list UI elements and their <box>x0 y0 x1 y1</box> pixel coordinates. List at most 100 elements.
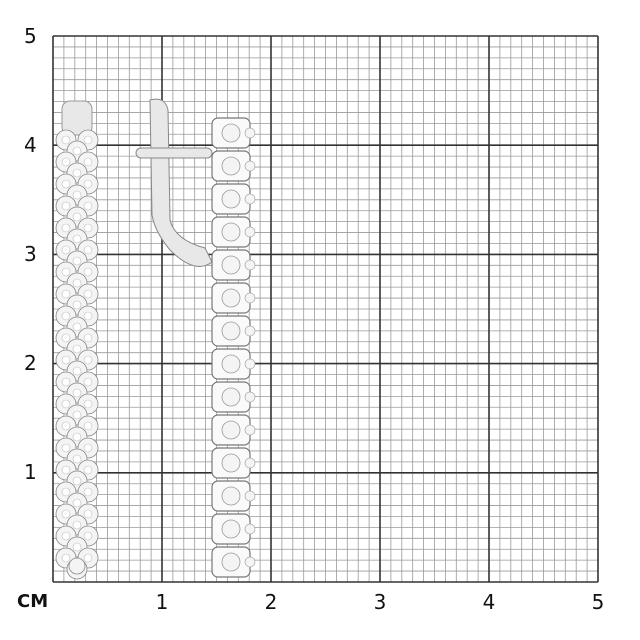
diamond-stone <box>221 354 241 374</box>
diamond-facet <box>83 223 93 233</box>
diamond-facet <box>61 333 71 343</box>
side-stone <box>244 193 256 205</box>
ear-post <box>135 147 213 159</box>
diamond-facet <box>72 190 82 200</box>
side-stone <box>244 160 256 172</box>
diamond-facet <box>61 443 71 453</box>
diamond-facet <box>83 443 93 453</box>
side-stone <box>244 127 256 139</box>
y-axis-label: 2 <box>24 351 37 375</box>
diamond-facet <box>61 135 71 145</box>
diamond-facet <box>72 168 82 178</box>
diamond-facet <box>72 410 82 420</box>
diamond-facet <box>83 245 93 255</box>
diamond-facet <box>61 223 71 233</box>
side-stone <box>244 556 256 568</box>
side-stone <box>244 292 256 304</box>
minor-grid-lines <box>53 36 598 582</box>
diamond-facet <box>83 553 93 563</box>
diamond-facet <box>61 421 71 431</box>
side-stone <box>244 226 256 238</box>
diamond-facet <box>72 476 82 486</box>
earring-top-cap <box>61 100 93 136</box>
diamond-facet <box>61 553 71 563</box>
side-stone <box>244 424 256 436</box>
side-stone <box>244 259 256 271</box>
y-axis-label: 4 <box>24 133 37 157</box>
left-earring-front-view <box>55 100 99 580</box>
diamond-facet <box>61 355 71 365</box>
diamond-facet <box>83 399 93 409</box>
diamond-facet <box>83 179 93 189</box>
side-stone <box>244 358 256 370</box>
diamond-facet <box>61 465 71 475</box>
diamond-facet <box>72 234 82 244</box>
y-axis-label: 3 <box>24 242 37 266</box>
diamond-facet <box>83 487 93 497</box>
diamond-stone <box>221 321 241 341</box>
diamond-facet <box>61 509 71 519</box>
diamond-stone <box>221 519 241 539</box>
diamond-facet <box>83 377 93 387</box>
diamond-stone <box>221 123 241 143</box>
diamond-stone <box>221 552 241 572</box>
diamond-facet <box>61 267 71 277</box>
diamond-facet <box>83 135 93 145</box>
diamond-stone <box>221 420 241 440</box>
diamond-stone <box>221 255 241 275</box>
diamond-facet <box>72 212 82 222</box>
diamond-facet <box>72 146 82 156</box>
diamond-facet <box>72 454 82 464</box>
x-axis-label: 4 <box>482 590 496 614</box>
diamond-facet <box>83 531 93 541</box>
diamond-stone <box>221 156 241 176</box>
side-stone <box>244 391 256 403</box>
diamond-facet <box>72 366 82 376</box>
diamond-stone <box>221 387 241 407</box>
diamond-stone <box>221 288 241 308</box>
diamond-facet <box>83 201 93 211</box>
x-axis-label: 1 <box>155 590 169 614</box>
diamond-facet <box>61 157 71 167</box>
right-earring-side-view <box>135 98 256 578</box>
diamond-stone <box>221 189 241 209</box>
diamond-facet <box>83 509 93 519</box>
diamond-facet <box>72 278 82 288</box>
unit-label: CM <box>17 591 49 612</box>
side-stone <box>244 325 256 337</box>
diamond-facet <box>72 432 82 442</box>
diamond-facet <box>61 487 71 497</box>
x-axis-label: 2 <box>264 590 278 614</box>
diamond-facet <box>83 465 93 475</box>
diamond-facet <box>72 542 82 552</box>
diamond-facet <box>72 344 82 354</box>
y-axis-label: 1 <box>24 460 37 484</box>
diamond-facet <box>61 201 71 211</box>
diamond-stone <box>221 222 241 242</box>
diamond-facet <box>61 311 71 321</box>
diamond-facet <box>61 289 71 299</box>
y-axis-label: 5 <box>24 24 37 48</box>
diamond-facet <box>72 498 82 508</box>
diamond-facet <box>83 267 93 277</box>
diamond-facet <box>72 322 82 332</box>
diamond-facet <box>72 520 82 530</box>
diamond-facet <box>61 531 71 541</box>
x-axis-label: 5 <box>591 590 605 614</box>
side-stone <box>244 523 256 535</box>
diamond-facet <box>72 256 82 266</box>
diamond-facet <box>61 245 71 255</box>
diamond-facet <box>61 399 71 409</box>
diamond-facet <box>83 333 93 343</box>
diamond-stone <box>221 453 241 473</box>
diamond-stone <box>221 486 241 506</box>
side-stone <box>244 490 256 502</box>
diamond-facet <box>83 311 93 321</box>
diamond-stone <box>68 557 86 575</box>
diamond-facet <box>83 355 93 365</box>
diamond-facet <box>72 300 82 310</box>
diamond-facet <box>83 289 93 299</box>
side-stone <box>244 457 256 469</box>
diamond-facet <box>61 377 71 387</box>
